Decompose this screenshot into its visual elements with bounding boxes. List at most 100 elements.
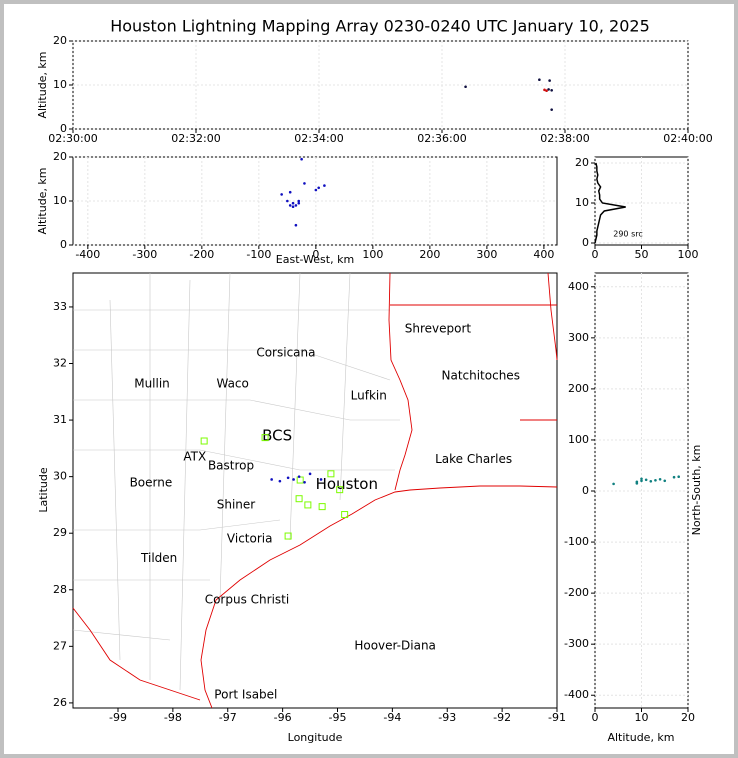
national-border: [72, 607, 201, 701]
annotation: 290 src: [613, 230, 643, 239]
source-point: [297, 201, 301, 205]
y-axis-label: North-South, km: [690, 445, 703, 536]
x-tick-label: 02:32:00: [171, 132, 220, 145]
station: [341, 511, 349, 519]
x-tick-label: -93: [438, 711, 456, 724]
source-point: [294, 223, 298, 227]
y-tick-label: 29: [53, 526, 67, 539]
station: [200, 437, 208, 445]
source-point: [297, 475, 301, 478]
source-point: [640, 479, 643, 483]
coastline: [200, 485, 558, 709]
x-tick-label: -91: [548, 711, 566, 724]
x-tick-label: -300: [132, 248, 157, 261]
source-point: [548, 79, 551, 82]
source-point: [644, 478, 648, 482]
source-point: [545, 89, 548, 93]
county-lines: [72, 272, 400, 691]
source-point: [677, 475, 680, 479]
y-axis-label: Altitude, km: [36, 167, 49, 234]
station: [261, 434, 269, 442]
x-axis-label: East-West, km: [276, 253, 354, 266]
place-label: Port Isabel: [214, 687, 277, 701]
y-tick-label: 0: [582, 484, 589, 497]
y-tick-label: 33: [53, 300, 67, 313]
altitude-profile: [594, 162, 626, 244]
station: [295, 495, 303, 503]
y-tick-label: -200: [564, 586, 589, 599]
x-tick-label: 02:36:00: [417, 132, 466, 145]
source-point: [323, 184, 326, 187]
x-tick-label: 100: [678, 248, 699, 261]
x-tick-label: -97: [219, 711, 237, 724]
y-tick-label: 200: [568, 382, 589, 395]
map-lines: [72, 272, 558, 709]
y-tick-label: -100: [564, 535, 589, 548]
y-tick-label: 300: [568, 331, 589, 344]
y-tick-label: 28: [53, 583, 67, 596]
y-tick-label: 20: [53, 150, 67, 163]
y-tick-label: 32: [53, 357, 67, 370]
y-tick-label: 30: [53, 470, 67, 483]
place-label: Mullin: [134, 376, 170, 390]
x-tick-label: 200: [419, 248, 440, 261]
x-axis-label: Longitude: [288, 731, 343, 744]
y-tick-label: 10: [53, 78, 67, 91]
y-tick-label: 26: [53, 696, 67, 709]
place-label: Houston: [316, 475, 378, 493]
chart-title: Houston Lightning Mapping Array 0230-024…: [110, 17, 650, 36]
source-point: [280, 193, 283, 196]
source-point: [635, 482, 639, 485]
x-tick-label: 0: [592, 711, 599, 724]
source-point: [649, 480, 653, 483]
y-tick-label: 0: [60, 122, 67, 135]
y-tick-label: 20: [575, 156, 589, 169]
x-tick-label: -92: [493, 711, 511, 724]
source-point: [303, 182, 306, 185]
station: [318, 503, 326, 511]
place-label: Boerne: [130, 475, 173, 489]
state-border: [390, 272, 558, 421]
place-label: Tilden: [140, 551, 177, 565]
source-point: [612, 482, 615, 486]
x-tick-label: -99: [109, 711, 127, 724]
x-tick-label: -400: [75, 248, 100, 261]
panel-frame: [72, 272, 558, 709]
source-point: [672, 475, 676, 479]
source-point: [291, 205, 295, 209]
place-label: Lake Charles: [435, 452, 512, 466]
y-tick-label: 10: [53, 194, 67, 207]
place-label: Natchitoches: [441, 368, 519, 382]
y-axis-label: Latitude: [37, 467, 50, 513]
x-tick-label: -95: [329, 711, 347, 724]
source-point: [286, 476, 290, 480]
station: [304, 501, 312, 509]
x-tick-label: -94: [383, 711, 401, 724]
x-tick-label: 02:30:00: [48, 132, 97, 145]
x-tick-label: 100: [362, 248, 383, 261]
source-point: [300, 157, 303, 161]
place-label: Corsicana: [256, 345, 315, 359]
x-tick-label: 20: [681, 711, 695, 724]
x-tick-label: 0: [312, 248, 319, 261]
y-tick-label: 20: [53, 34, 67, 47]
place-label: Hoover-Diana: [354, 638, 436, 652]
source-point: [288, 204, 292, 207]
state-border: [388, 272, 413, 491]
source-point: [640, 477, 643, 481]
x-tick-label: 02:34:00: [294, 132, 343, 145]
x-axis-label: Altitude, km: [607, 731, 674, 744]
source-point: [658, 477, 662, 481]
x-tick-label: 300: [476, 248, 497, 261]
source-point: [317, 186, 321, 190]
source-point: [543, 88, 546, 92]
x-tick-label: 02:40:00: [663, 132, 712, 145]
source-point: [292, 478, 295, 481]
source-point: [308, 472, 312, 476]
place-label: Lufkin: [351, 388, 387, 402]
y-tick-label: 400: [568, 280, 589, 293]
place-label: Bastrop: [208, 458, 254, 472]
station: [327, 470, 335, 478]
place-label: ATX: [183, 449, 206, 463]
y-tick-label: 100: [568, 433, 589, 446]
